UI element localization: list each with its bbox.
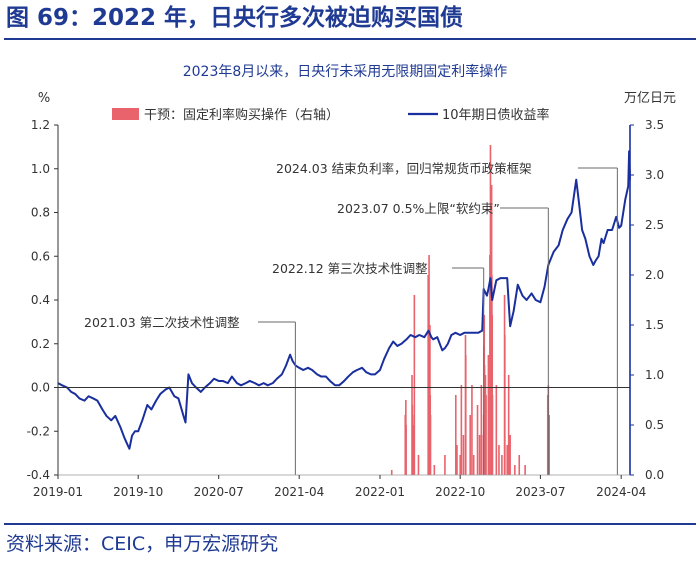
figure-title: 图 69：2022 年，日央行多次被迫购买国债 [6, 5, 464, 31]
intervention-bar [483, 365, 486, 475]
y-right-tick-label: 3.5 [645, 118, 664, 132]
intervention-bar [489, 225, 492, 475]
y-right-tick-label: 1.5 [645, 318, 664, 332]
x-tick-label: 2019-01 [33, 485, 83, 499]
legend-bar-swatch [112, 108, 139, 120]
intervention-bar [417, 455, 420, 475]
intervention-bar [472, 455, 475, 475]
intervention-bar [507, 375, 510, 475]
y-left-tick-label: 0.0 [31, 381, 50, 395]
annotation-label: 2021.03 第二次技术性调整 [84, 315, 240, 330]
y-right-tick-label: 1.0 [645, 368, 664, 382]
y-left-tick-label: 0.2 [31, 337, 50, 351]
intervention-bar [480, 385, 483, 475]
intervention-bar [548, 415, 551, 475]
intervention-bar [464, 355, 467, 475]
y-right-tick-label: 3.0 [645, 168, 664, 182]
x-tick-label: 2021-04 [274, 485, 324, 499]
annotation-label: 2023.07 0.5%上限“软约束” [337, 201, 500, 216]
x-tick-label: 2023-07 [515, 485, 565, 499]
intervention-bar [411, 405, 414, 475]
source-note: 资料来源：CEIC，申万宏源研究 [6, 533, 279, 555]
y-right-tick-label: 2.0 [645, 268, 664, 282]
title-rule [4, 38, 696, 40]
annotation-label: 2022.12 第三次技术性调整 [272, 261, 428, 276]
intervention-bar [501, 455, 503, 475]
intervention-bar [509, 435, 511, 475]
intervention-bar [506, 445, 508, 475]
intervention-bars [390, 145, 551, 475]
intervention-bar [460, 385, 463, 475]
intervention-bar [390, 470, 393, 475]
intervention-bar [429, 415, 432, 475]
intervention-bar [514, 465, 516, 475]
intervention-bar [444, 455, 446, 475]
y-left-tick-label: 1.0 [31, 162, 50, 176]
intervention-bar [462, 435, 465, 475]
yield-series-line [57, 150, 631, 450]
intervention-bar [504, 335, 506, 475]
intervention-bar [428, 255, 430, 475]
legend-bar-label: 干预：固定利率购买操作（右轴） [144, 107, 339, 123]
y-axis-right-label: 万亿日元 [624, 91, 676, 106]
axes: -0.4 -0.2 0.0 0.2 0.4 0.6 0.8 1.0 1.2 0.0 0.5 1.0 1.… [27, 118, 665, 499]
y-left-tick-label: 0.4 [31, 293, 50, 307]
x-tick-label: 2022-01 [355, 485, 405, 499]
chart: 2023年8月以来，日央行未采用无限期固定利率操作 % 万亿日元 干预：固定利率… [27, 63, 676, 499]
intervention-bar [485, 395, 487, 475]
intervention-bar [491, 395, 494, 475]
intervention-bar [478, 435, 481, 475]
legend-line-label: 10年期日债收益率 [442, 107, 550, 123]
y-left-tick-label: 0.8 [31, 206, 50, 220]
x-tick-label: 2022-10 [435, 485, 485, 499]
y-axis-left-label: % [38, 91, 50, 106]
intervention-bar [456, 445, 458, 475]
intervention-bar [487, 355, 490, 475]
y-left-tick-label: -0.4 [27, 468, 50, 482]
y-right-tick-label: 0.0 [645, 468, 664, 482]
intervention-bar [459, 455, 461, 475]
y-right-tick-label: 2.5 [645, 218, 664, 232]
source-rule [4, 523, 696, 525]
intervention-bar [524, 465, 526, 475]
intervention-bar [469, 415, 471, 475]
annotations: 2021.03 第二次技术性调整 2022.12 第三次技术性调整 2023.07 … [84, 161, 618, 475]
y-left-tick-label: -0.2 [27, 424, 50, 438]
intervention-bar [471, 385, 473, 475]
x-tick-label: 2019-10 [113, 485, 163, 499]
x-tick-label: 2024-04 [596, 485, 646, 499]
intervention-bar [498, 445, 500, 475]
legend: 干预：固定利率购买操作（右轴） 10年期日债收益率 [112, 107, 550, 123]
intervention-bar [433, 465, 436, 475]
x-tick-label: 2020-07 [194, 485, 244, 499]
chart-title: 2023年8月以来，日央行未采用无限期固定利率操作 [183, 63, 508, 80]
intervention-bar [518, 455, 521, 475]
intervention-bar [413, 295, 416, 475]
y-left-tick-label: 1.2 [31, 118, 50, 132]
y-left-tick-label: 0.6 [31, 249, 50, 263]
yield-line [57, 150, 631, 450]
intervention-bar [405, 425, 407, 475]
y-right-tick-label: 0.5 [645, 418, 664, 432]
intervention-bar [454, 395, 457, 475]
intervention-bar [495, 385, 498, 475]
annotation-label: 2024.03 结束负利率，回归常规货币政策框架 [276, 161, 532, 176]
intervention-bar [476, 405, 479, 475]
